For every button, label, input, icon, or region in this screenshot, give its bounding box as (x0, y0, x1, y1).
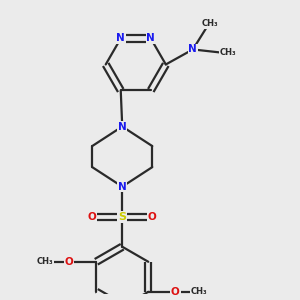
Text: CH₃: CH₃ (191, 287, 208, 296)
Text: O: O (148, 212, 157, 222)
Text: CH₃: CH₃ (220, 48, 236, 57)
Text: O: O (65, 257, 74, 267)
Text: O: O (171, 287, 180, 297)
Text: CH₃: CH₃ (37, 257, 53, 266)
Text: N: N (118, 122, 127, 131)
Text: S: S (118, 212, 126, 222)
Text: O: O (88, 212, 97, 222)
Text: CH₃: CH₃ (201, 19, 218, 28)
Text: N: N (118, 182, 127, 192)
Text: N: N (116, 33, 125, 43)
Text: N: N (188, 44, 197, 54)
Text: N: N (146, 33, 155, 43)
